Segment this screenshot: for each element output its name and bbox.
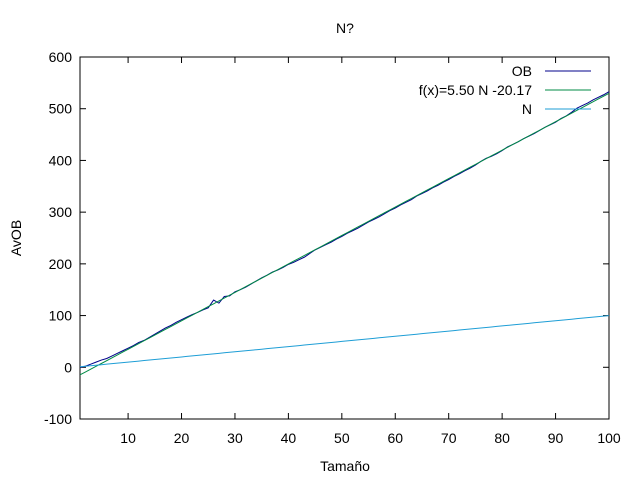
series-line-0: [80, 91, 609, 368]
y-tick-label: 200: [49, 256, 73, 272]
legend-label-2: N: [522, 101, 532, 117]
y-tick-label: 400: [49, 152, 73, 168]
x-tick-label: 60: [387, 430, 403, 446]
legend-label-0: OB: [512, 63, 532, 79]
x-tick-label: 50: [334, 430, 350, 446]
y-tick-label: 300: [49, 204, 73, 220]
y-tick-label: 100: [49, 308, 73, 324]
y-axis-ticks: -100 0 100 200 300 400 500 600: [44, 49, 609, 427]
plot-frame: [79, 56, 610, 420]
y-tick-label: 600: [49, 49, 73, 65]
x-tick-label: 20: [174, 430, 190, 446]
y-tick-label: 0: [64, 359, 72, 375]
x-tick-label: 100: [597, 430, 621, 446]
series-layer: [80, 91, 609, 376]
series-line-2: [80, 315, 609, 368]
x-tick-label: 30: [227, 430, 243, 446]
legend-label-1: f(x)=5.50 N -20.17: [419, 82, 532, 98]
x-axis-ticks: 10 20 30 40 50 60 70 80 90 100: [120, 57, 621, 446]
y-tick-label: 500: [49, 101, 73, 117]
x-tick-label: 90: [548, 430, 564, 446]
series-line-1: [80, 92, 609, 376]
legend: OB f(x)=5.50 N -20.17 N: [419, 63, 591, 117]
y-axis-title: AvOB: [8, 220, 24, 256]
x-tick-label: 70: [441, 430, 457, 446]
chart-title: N?: [336, 20, 354, 36]
x-tick-label: 80: [494, 430, 510, 446]
plot-border: [79, 56, 610, 420]
x-axis-title: Tamaño: [320, 458, 370, 474]
x-tick-label: 10: [120, 430, 136, 446]
x-tick-label: 40: [281, 430, 297, 446]
y-tick-label: -100: [44, 411, 72, 427]
